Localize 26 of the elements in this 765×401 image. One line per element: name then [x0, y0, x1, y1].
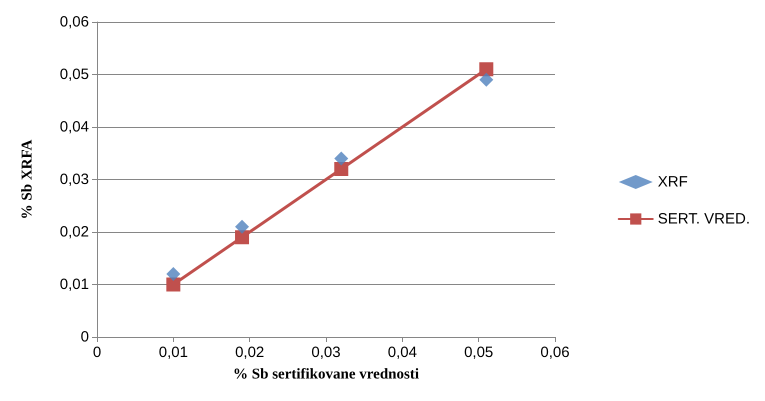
x-tick-label: 0,05 — [464, 344, 494, 361]
x-tick-label: 0 — [92, 344, 102, 361]
point — [334, 162, 348, 176]
legend-label: SERT. VRED. — [658, 210, 750, 228]
point — [479, 72, 494, 87]
y-axis-title: % Sb XRFA — [20, 139, 36, 220]
point — [235, 220, 250, 234]
point — [334, 152, 348, 166]
point — [166, 278, 180, 292]
point — [166, 267, 180, 281]
y-tick-label: 0,04 — [60, 118, 89, 136]
x-axis-title: % Sb sertifikovane vrednosti — [233, 366, 419, 382]
x-tick-label: 0,04 — [388, 344, 417, 361]
x-tick-label: 0,02 — [235, 344, 264, 361]
x-tick-label: 0,06 — [540, 344, 570, 361]
point — [479, 62, 494, 76]
legend-label: XRF — [658, 174, 688, 190]
y-tick-label: 0,06 — [60, 14, 89, 30]
y-tick-label: 0 — [80, 328, 89, 346]
x-tick-label: 0,03 — [311, 344, 341, 361]
y-tick-label: 0,01 — [60, 276, 89, 293]
y-tick-label: 0,02 — [60, 224, 89, 240]
y-tick-label: 0,03 — [60, 171, 89, 188]
x-tick-label: 0,01 — [158, 344, 188, 361]
point — [235, 230, 250, 244]
y-tick-label: 0,05 — [60, 66, 89, 83]
